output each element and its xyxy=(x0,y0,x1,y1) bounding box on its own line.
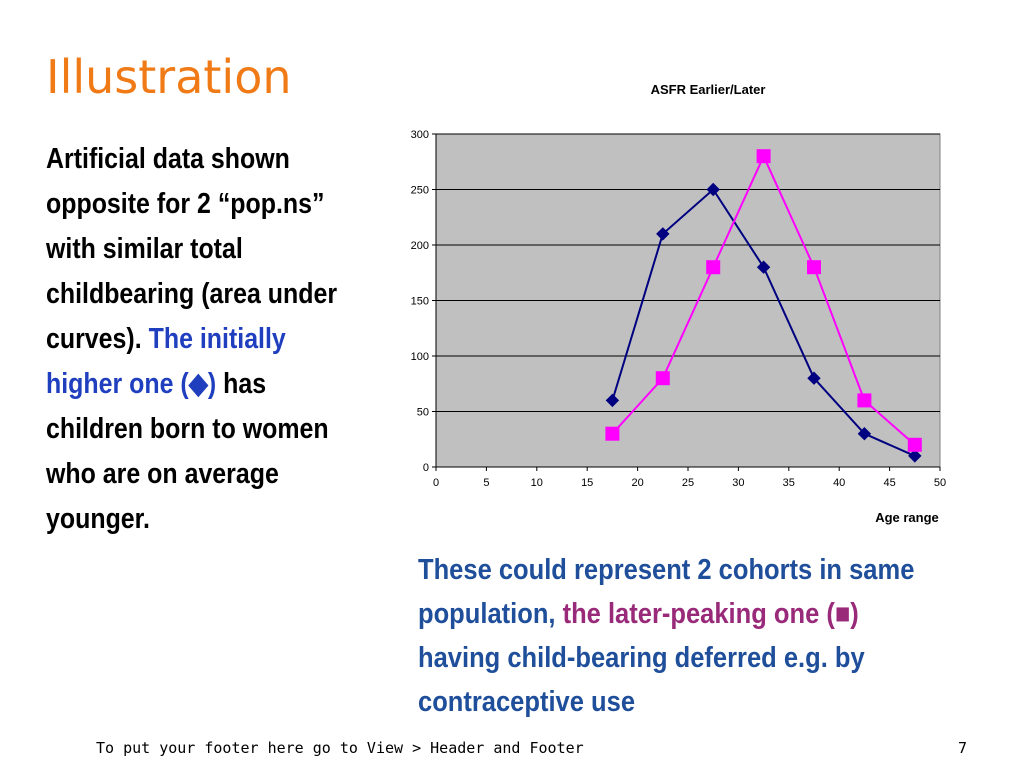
x-tick-label: 35 xyxy=(783,477,795,489)
y-tick-label: 300 xyxy=(411,129,429,141)
axes: 0 50 100 150 200 250 300 0 5 10 15 20 25 30 35 40 45 50 xyxy=(411,129,946,489)
y-tick-label: 50 xyxy=(417,407,429,419)
series-square-point xyxy=(655,371,670,386)
left-text-part3: has children born to women who are on av… xyxy=(46,368,329,535)
x-tick-label: 10 xyxy=(531,477,543,489)
x-tick-label: 25 xyxy=(682,477,694,489)
left-description: Artificial data shown opposite for 2 “po… xyxy=(46,137,347,542)
series-diamond-point xyxy=(605,393,620,408)
y-tick-label: 0 xyxy=(423,462,429,474)
x-tick-label: 0 xyxy=(433,477,439,489)
grid-lines xyxy=(436,133,940,412)
x-tick-label: 15 xyxy=(581,477,593,489)
series-square-point xyxy=(907,437,922,452)
footer-text: To put your footer here go to View > Hea… xyxy=(96,739,584,757)
page-number: 7 xyxy=(958,739,968,757)
slide-title: Illustration xyxy=(46,50,292,104)
chart-svg: ASFR Earlier/Later 0 50 100 150 200 250 300 0 5 1… xyxy=(411,82,946,525)
series-diamond-point xyxy=(908,449,922,463)
left-text-part1: Artificial data shown opposite for 2 “po… xyxy=(46,143,338,355)
y-tick-label: 150 xyxy=(411,296,429,308)
asfr-chart: ASFR Earlier/Later 0 50 100 150 200 250 300 0 5 1… xyxy=(400,75,960,535)
series-diamond-point xyxy=(807,371,821,385)
series-diamond-point xyxy=(857,426,872,441)
x-tick-label: 40 xyxy=(833,477,845,489)
x-tick-label: 20 xyxy=(631,477,643,489)
series-square-point xyxy=(807,260,821,275)
series-layer xyxy=(605,149,922,463)
y-tick-label: 100 xyxy=(411,351,429,363)
bottom-description: These could represent 2 cohorts in same … xyxy=(418,548,946,724)
chart-title: ASFR Earlier/Later xyxy=(651,82,766,97)
y-tick-label: 200 xyxy=(411,240,429,252)
x-axis-label: Age range xyxy=(875,510,939,525)
x-tick-label: 50 xyxy=(934,477,946,489)
x-tick-label: 30 xyxy=(732,477,744,489)
y-tick-label: 250 xyxy=(411,185,429,197)
series-square-point xyxy=(756,149,771,164)
bottom-text-part3: having child-bearing deferred e.g. by co… xyxy=(418,642,865,718)
bottom-text-highlight: the later-peaking one (■) xyxy=(562,598,859,630)
bottom-text-part1: These could represent 2 cohorts in same … xyxy=(418,554,915,630)
series-diamond-point xyxy=(656,227,670,241)
series-square-point xyxy=(857,393,872,408)
series-diamond-point xyxy=(706,182,720,197)
x-tick-label: 45 xyxy=(883,477,895,489)
series-square-point xyxy=(605,426,620,441)
series-square-point xyxy=(706,260,721,275)
series-diamond-point xyxy=(756,260,771,274)
left-text-highlight: The initially higher one (◆) xyxy=(46,323,286,400)
x-tick-label: 5 xyxy=(483,477,489,489)
